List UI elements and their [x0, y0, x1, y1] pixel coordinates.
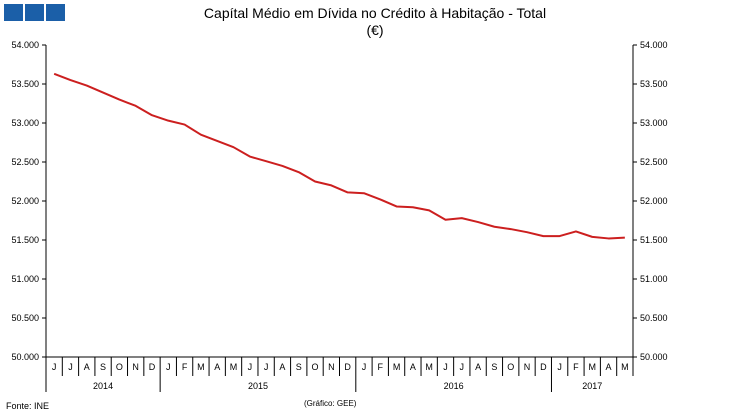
- x-tick-label: A: [475, 362, 481, 372]
- y-tick-label-left: 52.500: [11, 157, 39, 167]
- y-tick-label-left: 52.000: [11, 196, 39, 206]
- x-tick-label: J: [166, 362, 171, 372]
- x-tick-label: J: [557, 362, 562, 372]
- x-tick-label: M: [621, 362, 629, 372]
- chart-title: Capítal Médio em Dívida no Crédito à Hab…: [203, 5, 547, 21]
- y-tick-label-right: 53.500: [640, 79, 668, 89]
- x-tick-label: F: [378, 362, 384, 372]
- x-tick-label: M: [230, 362, 238, 372]
- y-tick-label-right: 50.000: [640, 352, 668, 362]
- y-tick-label-right: 52.000: [640, 196, 668, 206]
- x-tick-label: M: [425, 362, 433, 372]
- x-tick-label: D: [344, 362, 351, 372]
- year-label: 2017: [582, 381, 602, 391]
- y-tick-label-left: 51.500: [11, 235, 39, 245]
- chart-subtitle: (€): [366, 22, 384, 38]
- credit-note: (Gráfico: GEE): [304, 399, 357, 408]
- x-tick-label: J: [460, 362, 465, 372]
- x-tick-label: M: [393, 362, 401, 372]
- x-tick-label: J: [362, 362, 367, 372]
- source-note: Fonte: INE: [6, 401, 50, 411]
- x-tick-label: A: [410, 362, 416, 372]
- y-tick-label-left: 54.000: [11, 40, 39, 50]
- x-tick-label: A: [214, 362, 220, 372]
- y-tick-label-right: 51.500: [640, 235, 668, 245]
- x-tick-label: J: [52, 362, 57, 372]
- x-tick-label: J: [68, 362, 73, 372]
- y-tick-label-left: 53.000: [11, 118, 39, 128]
- x-tick-label: O: [507, 362, 514, 372]
- y-tick-label-left: 51.000: [11, 274, 39, 284]
- x-tick-label: O: [312, 362, 319, 372]
- x-tick-label: J: [264, 362, 269, 372]
- x-tick-label: D: [149, 362, 156, 372]
- logo-square: [25, 4, 44, 21]
- x-tick-label: N: [524, 362, 531, 372]
- y-tick-label-right: 52.500: [640, 157, 668, 167]
- y-tick-label-right: 53.000: [640, 118, 668, 128]
- y-tick-label-left: 50.500: [11, 313, 39, 323]
- x-tick-label: M: [588, 362, 596, 372]
- x-tick-label: J: [248, 362, 253, 372]
- x-tick-label: D: [540, 362, 547, 372]
- x-tick-label: J: [443, 362, 448, 372]
- year-label: 2014: [93, 381, 113, 391]
- x-tick-label: A: [606, 362, 612, 372]
- y-tick-label-right: 54.000: [640, 40, 668, 50]
- year-label: 2016: [444, 381, 464, 391]
- x-tick-label: A: [279, 362, 285, 372]
- x-tick-label: S: [296, 362, 302, 372]
- y-tick-label-left: 53.500: [11, 79, 39, 89]
- chart-title-block: Capítal Médio em Dívida no Crédito à Hab…: [0, 5, 750, 39]
- logo: [4, 4, 65, 21]
- series-line-total: [53, 72, 625, 240]
- x-tick-label: A: [84, 362, 90, 372]
- logo-square: [4, 4, 23, 21]
- x-tick-label: S: [100, 362, 106, 372]
- x-tick-label: M: [197, 362, 205, 372]
- x-tick-label: N: [132, 362, 139, 372]
- y-tick-label-right: 51.000: [640, 274, 668, 284]
- y-tick-label-left: 50.000: [11, 352, 39, 362]
- x-tick-label: N: [328, 362, 335, 372]
- year-label: 2015: [248, 381, 268, 391]
- logo-square: [46, 4, 65, 21]
- x-tick-label: O: [116, 362, 123, 372]
- x-tick-label: F: [573, 362, 579, 372]
- x-tick-label: S: [491, 362, 497, 372]
- y-tick-label-right: 50.500: [640, 313, 668, 323]
- x-tick-label: F: [182, 362, 188, 372]
